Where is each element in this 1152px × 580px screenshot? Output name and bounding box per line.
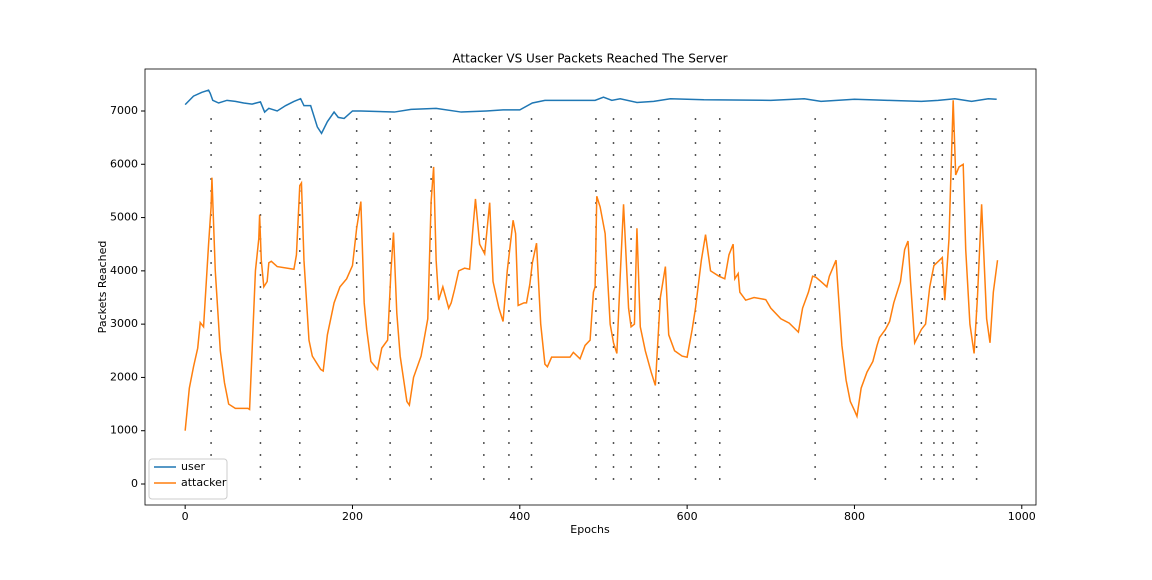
series-line <box>184 89 997 135</box>
plot-frame <box>144 68 1037 506</box>
legend-label: user <box>181 460 205 473</box>
y-tick-label: 2000 <box>110 370 138 383</box>
y-axis-label: Packets Reached <box>96 241 109 334</box>
x-tick-label: 400 <box>509 510 530 523</box>
y-tick-label: 1000 <box>110 424 138 437</box>
x-tick-label: 0 <box>182 510 189 523</box>
x-tick-label: 1000 <box>1008 510 1036 523</box>
x-axis-label: Epochs <box>570 523 610 536</box>
y-tick-label: 4000 <box>110 264 138 277</box>
y-tick-label: 6000 <box>110 157 138 170</box>
legend-label: attacker <box>181 476 227 489</box>
y-tick-label: 5000 <box>110 211 138 224</box>
y-tick-label: 7000 <box>110 104 138 117</box>
y-tick-label: 0 <box>131 477 138 490</box>
y-tick-label: 3000 <box>110 317 138 330</box>
chart-title: Attacker VS User Packets Reached The Ser… <box>452 52 727 66</box>
x-tick-label: 800 <box>844 510 865 523</box>
x-tick-label: 600 <box>677 510 698 523</box>
x-tick-label: 200 <box>342 510 363 523</box>
series-line <box>184 100 999 431</box>
legend-box <box>148 458 228 500</box>
